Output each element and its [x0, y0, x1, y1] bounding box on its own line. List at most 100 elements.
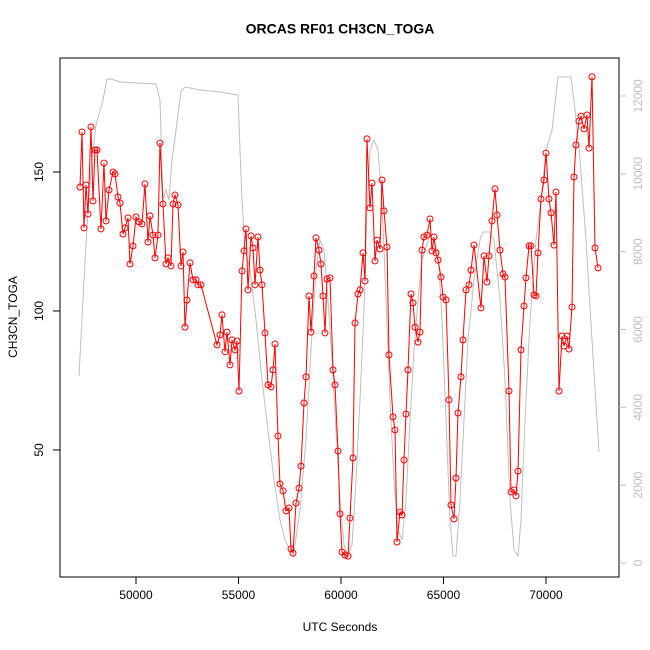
- data-point: [563, 332, 571, 340]
- data-point: [389, 413, 397, 421]
- data-point: [522, 274, 530, 282]
- data-point: [179, 248, 187, 256]
- y2-tick-label: 12000: [631, 79, 645, 113]
- data-point: [223, 328, 231, 336]
- data-point: [371, 257, 379, 265]
- data-point: [174, 201, 182, 209]
- data-point: [354, 290, 362, 298]
- data-point: [568, 303, 576, 311]
- data-point: [565, 345, 573, 353]
- data-point: [547, 209, 555, 217]
- data-point: [454, 409, 462, 417]
- y2-tick-label: 0: [631, 559, 645, 566]
- data-point: [221, 348, 229, 356]
- data-point: [251, 281, 259, 289]
- data-point: [116, 199, 124, 207]
- y-tick-label: 150: [32, 162, 46, 182]
- data-point: [213, 341, 221, 349]
- data-point: [591, 244, 599, 252]
- data-point: [317, 260, 325, 268]
- data-point: [588, 73, 596, 81]
- data-point: [414, 338, 422, 346]
- data-point: [577, 112, 585, 120]
- y2-tick-label: 2000: [631, 471, 645, 498]
- data-point: [517, 346, 525, 354]
- data-point: [141, 180, 149, 188]
- data-point: [297, 462, 305, 470]
- x-tick-label: 70000: [529, 588, 563, 602]
- data-point: [242, 225, 250, 233]
- data-point: [302, 373, 310, 381]
- data-point: [520, 302, 528, 310]
- data-point: [534, 249, 542, 257]
- y2-tick-label: 8000: [631, 238, 645, 265]
- data-point: [121, 224, 129, 232]
- data-point: [366, 204, 374, 212]
- data-point: [430, 233, 438, 241]
- data-point: [119, 230, 127, 238]
- data-point: [540, 176, 548, 184]
- data-point: [197, 281, 205, 289]
- data-point: [315, 246, 323, 254]
- data-point: [398, 511, 406, 519]
- data-point: [307, 328, 315, 336]
- data-point: [512, 492, 520, 500]
- data-point: [154, 231, 162, 239]
- data-point: [164, 254, 172, 262]
- data-point: [545, 195, 553, 203]
- data-point: [470, 241, 478, 249]
- data-point: [177, 262, 185, 270]
- data-point: [407, 290, 415, 298]
- data-point: [467, 266, 475, 274]
- x-tick-label: 55000: [222, 588, 256, 602]
- data-point: [385, 351, 393, 359]
- data-point: [488, 217, 496, 225]
- data-point: [271, 340, 279, 348]
- data-point: [465, 281, 473, 289]
- data-point: [363, 135, 371, 143]
- data-point: [78, 128, 86, 136]
- data-point: [247, 232, 255, 240]
- data-point: [216, 331, 224, 339]
- data-point: [82, 181, 90, 189]
- data-point: [276, 480, 284, 488]
- data-point: [186, 259, 194, 267]
- data-point: [550, 241, 558, 249]
- data-point: [235, 387, 243, 395]
- data-point: [570, 173, 578, 181]
- data-point: [319, 292, 327, 300]
- data-point: [144, 238, 152, 246]
- data-point: [496, 246, 504, 254]
- data-point: [231, 346, 239, 354]
- data-point: [267, 383, 275, 391]
- data-point: [459, 336, 467, 344]
- data-point: [483, 278, 491, 286]
- data-point: [171, 191, 179, 199]
- data-point: [97, 225, 105, 233]
- data-point: [321, 329, 329, 337]
- plot-frame: [59, 57, 620, 578]
- data-point: [558, 332, 566, 340]
- data-point: [300, 399, 308, 407]
- data-point: [580, 125, 588, 133]
- data-point: [76, 183, 84, 191]
- x-tick-label: 65000: [427, 588, 461, 602]
- data-point: [89, 197, 97, 205]
- data-point: [274, 432, 282, 440]
- data-point: [485, 252, 493, 260]
- data-point: [149, 231, 157, 239]
- data-point: [480, 252, 488, 260]
- data-point: [109, 168, 117, 176]
- data-point: [418, 246, 426, 254]
- data-point: [361, 277, 369, 285]
- y2-tick-label: 10000: [631, 157, 645, 191]
- data-point: [527, 242, 535, 250]
- data-point: [477, 304, 485, 312]
- y2-tick-label: 6000: [631, 316, 645, 343]
- data-point: [434, 256, 442, 264]
- data-point: [261, 329, 269, 337]
- data-point: [341, 551, 349, 559]
- data-point: [331, 381, 339, 389]
